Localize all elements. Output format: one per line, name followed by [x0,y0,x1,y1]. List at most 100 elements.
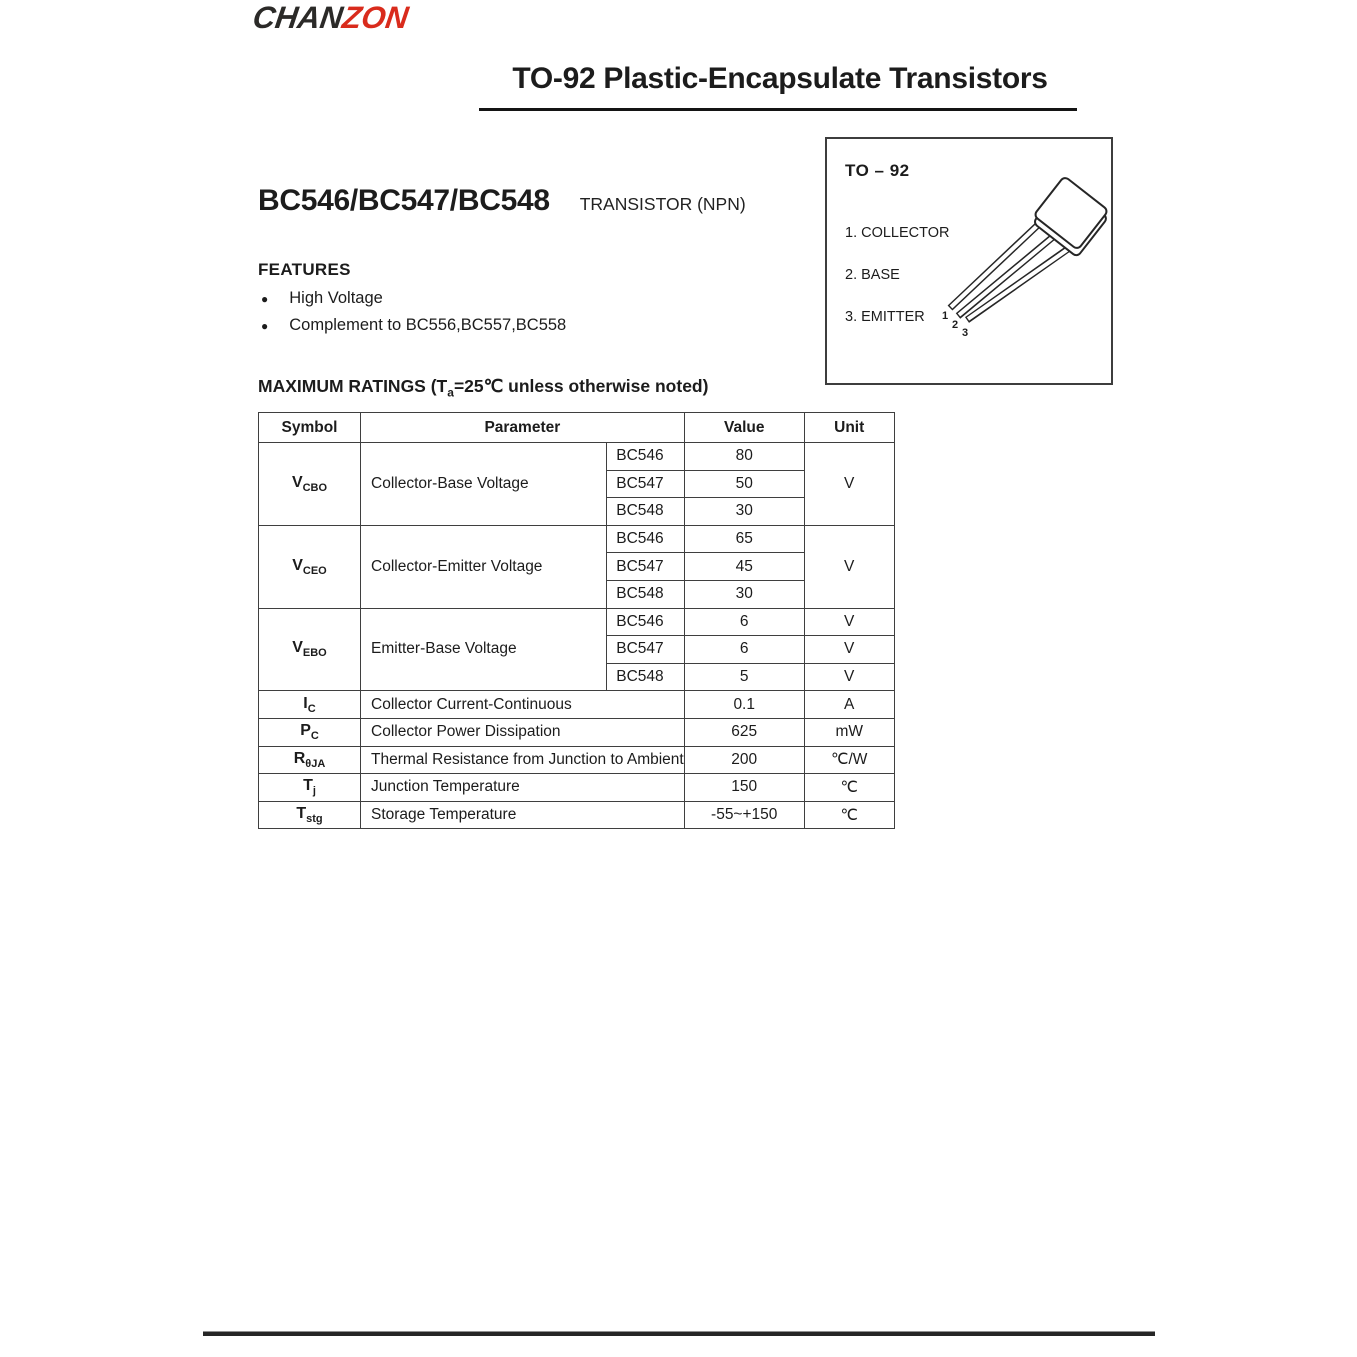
title-underline [479,108,1077,111]
table-row: BC547 45 [259,552,895,581]
table-row: BC548 30 [259,497,895,526]
cell-symbol-rtheta-ja: RθJA [258,745,361,775]
pin-label-emitter: 3. EMITTER [845,309,925,325]
bullet-icon: ● [261,291,269,306]
cell-value: 5 [683,662,805,692]
table-row: VEBO Emitter-Base Voltage BC546 6 V [258,607,895,692]
symbol-sub: CBO [302,481,328,494]
part-type: TRANSISTOR (NPN) [579,194,746,214]
table-row: IC Collector Current-Continuous 0.1 A [258,690,895,719]
cell-value: 65 [683,524,805,554]
cell-model: BC547 [606,469,685,499]
symbol-main: V [292,639,303,657]
cell-unit: ℃ [803,773,895,802]
features-heading: FEATURES [258,260,351,279]
cell-model: BC548 [606,579,685,609]
symbol-sub: C [310,730,319,743]
cell-value: 50 [683,469,805,499]
table-row: RθJA Thermal Resistance from Junction to… [258,745,895,775]
symbol-main: T [303,777,313,795]
cell-symbol-vebo: VEBO [258,607,361,692]
symbol-sub: EBO [302,647,327,660]
cell-unit: V [803,442,895,526]
feature-item: ● High Voltage [261,289,383,308]
ratings-heading-pre: MAXIMUM RATINGS (T [258,376,448,396]
lead-number-2: 2 [952,319,958,331]
table-row: BC547 50 [259,469,895,499]
symbol-sub: stg [306,813,323,826]
cell-model: BC547 [606,552,685,581]
table-row: VCEO Collector-Emitter Voltage BC546 65 … [258,524,895,609]
cell-parameter: Collector-Base Voltage [359,442,608,526]
part-heading: BC546/BC547/BC548 TRANSISTOR (NPN) [258,184,746,218]
cell-unit: mW [803,717,895,747]
cell-value: 45 [683,552,805,581]
table-row: BC547 6 V [259,635,895,664]
pin-label-collector: 1. COLLECTOR [845,225,950,241]
transistor-leads [947,220,1074,323]
symbol-main: I [303,694,308,712]
symbol-main: R [293,749,306,767]
page-title: TO-92 Plastic-Encapsulate Transistors [512,62,1048,95]
brand-logo-red-part: ZON [340,0,411,35]
cell-model: BC548 [606,497,685,526]
part-number: BC546/BC547/BC548 [258,184,550,217]
cell-unit: ℃ [803,800,895,830]
footer-rule [203,1331,1155,1336]
cell-value: 6 [683,607,805,637]
cell-unit: V [803,607,895,637]
cell-parameter: Collector Current-Continuous [360,690,685,719]
header-parameter: Parameter [360,412,685,443]
feature-text: Complement to BC556,BC557,BC558 [289,316,567,334]
cell-symbol-pc: PC [258,717,361,747]
ratings-heading-sub: a [447,385,454,400]
cell-parameter: Thermal Resistance from Junction to Ambi… [360,745,685,775]
cell-value: 200 [683,745,805,775]
package-name: TO – 92 [845,161,910,180]
symbol-main: P [300,722,311,740]
lead-number-1: 1 [942,310,948,322]
cell-model: BC546 [606,607,685,637]
table-row: PC Collector Power Dissipation 625 mW [258,717,895,747]
cell-parameter: Junction Temperature [360,773,685,802]
header-unit: Unit [803,412,895,443]
cell-parameter: Emitter-Base Voltage [359,607,608,692]
cell-unit: V [803,635,895,664]
cell-value: 30 [683,579,805,609]
cell-value: 30 [683,497,805,526]
symbol-sub: C [307,702,316,715]
symbol-main: T [296,804,307,822]
cell-model: BC547 [606,635,685,664]
cell-symbol-tstg: Tstg [258,800,361,830]
cell-parameter: Storage Temperature [360,800,685,830]
bullet-icon: ● [261,318,269,333]
cell-symbol-vcbo: VCBO [258,442,361,526]
brand-logo: CHANZON [250,0,411,36]
symbol-sub: j [312,785,316,798]
cell-symbol-tj: Tj [258,773,361,802]
cell-model: BC546 [606,442,685,471]
table-row: Tj Junction Temperature 150 ℃ [258,773,895,802]
symbol-main: V [291,473,303,491]
cell-unit: A [803,690,895,719]
cell-value: 150 [683,773,805,802]
feature-item: ● Complement to BC556,BC557,BC558 [261,316,566,335]
cell-symbol-ic: IC [258,690,361,719]
package-diagram-box: TO – 92 1. COLLECTOR 2. BASE 3. EMITTER … [825,137,1113,385]
cell-parameter: Collector Power Dissipation [360,717,685,747]
cell-value: 0.1 [683,690,805,719]
header-symbol: Symbol [258,412,361,443]
ratings-heading-post: =25℃ unless otherwise noted) [453,376,709,396]
cell-model: BC546 [606,524,685,554]
symbol-sub: θJA [305,757,326,770]
cell-value: 80 [683,442,805,471]
to92-package-illustration: 1 2 3 [942,177,1108,339]
brand-logo-dark-part: CHAN [250,0,346,35]
cell-parameter: Collector-Emitter Voltage [359,524,608,609]
maximum-ratings-table: Symbol Parameter Value Unit VCBO Collect… [258,412,895,830]
cell-value: 6 [683,635,805,664]
feature-text: High Voltage [289,289,383,307]
symbol-main: V [292,556,303,574]
cell-value: -55~+150 [683,800,805,830]
